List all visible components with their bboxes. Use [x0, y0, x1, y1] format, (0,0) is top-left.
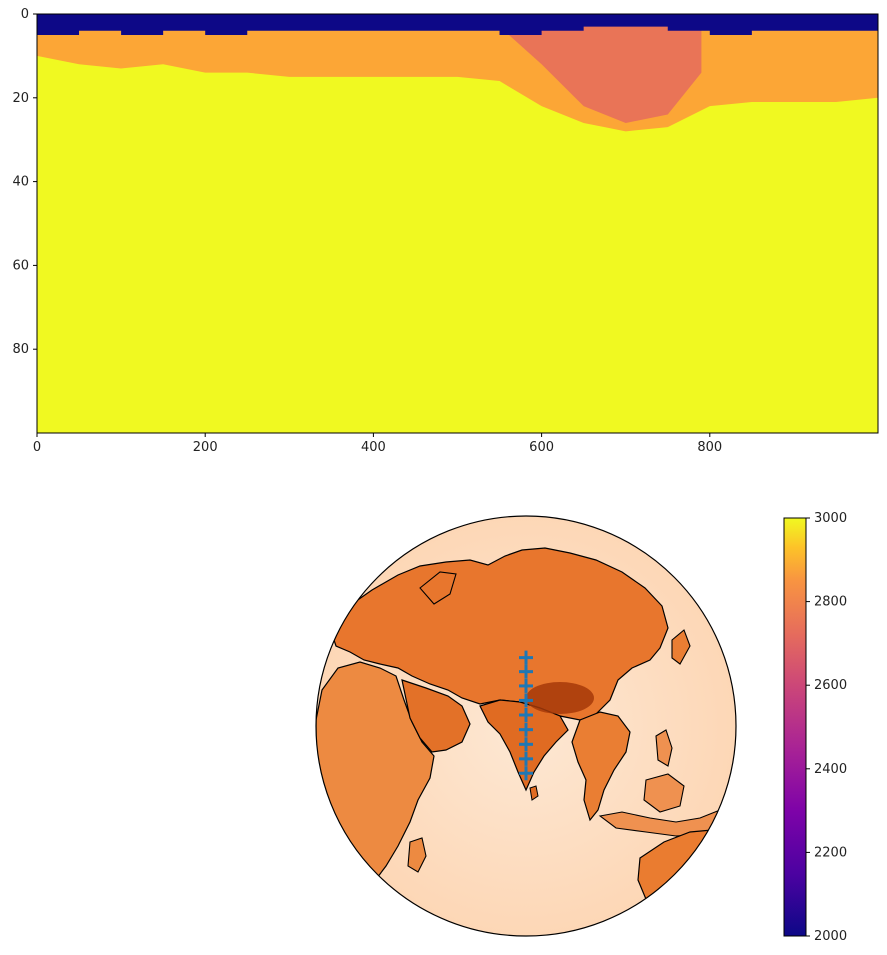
marker-plus: [519, 751, 533, 766]
land-tibet-plateau: [526, 682, 594, 714]
x-tick-label: 400: [361, 440, 386, 455]
layer-top: [37, 14, 878, 35]
marker-plus: [519, 693, 533, 708]
land-madagascar: [407, 837, 427, 873]
globe-map: [315, 515, 737, 937]
y-tick-label: 40: [12, 175, 29, 190]
x-tick-label: 200: [193, 440, 218, 455]
marker-plus: [519, 650, 533, 665]
transect-markers: [519, 650, 533, 781]
colorbar-tick-label: 2400: [814, 762, 847, 777]
land-philippines: [655, 729, 673, 767]
marker-plus: [519, 664, 533, 679]
x-tick-label: 0: [33, 440, 41, 455]
land-scandinavia: [419, 571, 457, 605]
layer-anomaly: [499, 22, 702, 123]
marker-plus: [519, 722, 533, 737]
colorbar-tick-label: 2600: [814, 678, 847, 693]
marker-plus: [519, 708, 533, 723]
colorbar-tick-label: 2000: [814, 929, 847, 944]
cross-section-frame: [36, 13, 879, 434]
y-tick-label: 80: [12, 342, 29, 357]
colorbar-tick-label: 2800: [814, 595, 847, 610]
y-tick-label: 20: [12, 91, 29, 106]
marker-plus: [519, 678, 533, 693]
marker-plus: [519, 766, 533, 781]
colorbar: 2000 2200 2400 2600 2800 3000: [783, 511, 847, 944]
land-eurasia-north: [329, 547, 669, 721]
land-borneo: [643, 773, 685, 813]
cross-section-heatmap: 0 200 400 600 800 0 20 40 60 80: [12, 7, 879, 455]
marker-plus: [519, 737, 533, 752]
colorbar-tick-label: 2200: [814, 845, 847, 860]
land-arabia: [401, 679, 471, 753]
y-tick-label: 0: [21, 7, 29, 22]
colorbar-gradient: [783, 517, 807, 937]
x-tick-label: 600: [529, 440, 554, 455]
globe-outline: [315, 515, 737, 937]
y-tick-label: 60: [12, 258, 29, 273]
continents: [316, 547, 736, 917]
colorbar-tick-label: 3000: [814, 511, 847, 526]
land-japan: [671, 629, 691, 665]
land-southeast-asia: [571, 711, 631, 822]
x-tick-label: 800: [697, 440, 722, 455]
land-sri-lanka: [529, 785, 539, 801]
